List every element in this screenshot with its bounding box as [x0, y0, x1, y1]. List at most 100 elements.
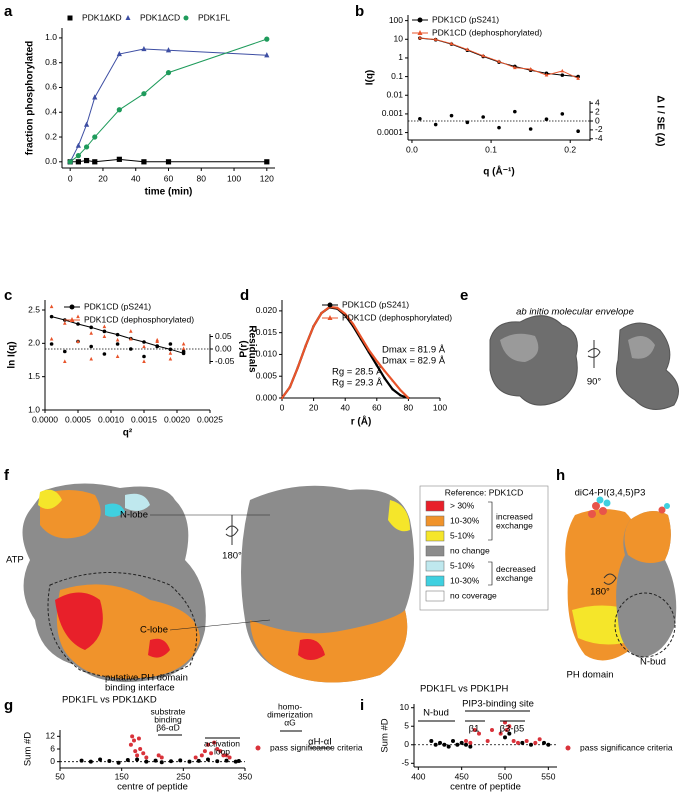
legend-label: 5-10%	[450, 560, 475, 570]
y-tick-label: 0.010	[256, 349, 278, 359]
x-tick-label: 0.0000	[32, 414, 58, 424]
data-point	[399, 394, 402, 397]
legend-swatch	[425, 545, 445, 557]
annotation: β1	[469, 724, 480, 735]
legend: Reference: PDK1CD > 30% 10-30% 5-10% no cha…	[419, 485, 549, 611]
x-tick-label: 80	[197, 173, 207, 183]
data-point	[92, 134, 98, 140]
ligand-atom	[588, 510, 596, 518]
legend-brace	[488, 561, 493, 586]
data-point	[116, 50, 122, 57]
data-point	[128, 742, 133, 747]
data-point	[156, 753, 161, 758]
y-tick-label: 10	[400, 702, 410, 712]
x-tick-label: 20	[309, 402, 319, 412]
y2-axis-label: Residuals	[246, 325, 257, 373]
data-point	[391, 388, 394, 391]
y2-tick-label: 0.05	[215, 331, 232, 341]
legend-label: no coverage	[450, 590, 497, 600]
data-point	[264, 159, 270, 165]
data-point	[513, 65, 517, 70]
data-point	[537, 737, 542, 742]
data-point	[429, 739, 434, 744]
ligand-label: diC4-PI(3,4,5)P3	[575, 488, 646, 499]
data-point	[153, 758, 158, 763]
ligand-atom	[592, 502, 600, 510]
x-tick-label: 120	[260, 173, 274, 183]
y-tick-label: 0.000	[256, 392, 278, 402]
data-point	[576, 76, 580, 80]
y2-tick-label: 2	[595, 106, 600, 116]
y-tick-label: 0.0	[45, 156, 57, 166]
data-point	[224, 758, 229, 763]
ligand-atom	[664, 503, 670, 509]
data-point	[49, 304, 54, 309]
data-point	[481, 53, 485, 58]
y-tick-label: 1.5	[28, 371, 40, 381]
y-axis-label: Sum #D	[380, 718, 391, 752]
x-tick-label: 100	[227, 173, 241, 183]
y-tick-label: 100	[389, 15, 403, 25]
data-point	[542, 740, 546, 745]
data-point	[89, 356, 93, 361]
rotation-arrow	[587, 348, 601, 358]
panel-label: e	[460, 287, 468, 304]
data-point	[485, 739, 490, 744]
series-line	[419, 37, 579, 79]
data-point	[503, 720, 507, 725]
panel-e: e ab initio molecular envelope 90°	[460, 287, 679, 410]
surface-patch	[148, 638, 170, 658]
data-point	[142, 344, 146, 349]
data-point	[142, 340, 146, 344]
data-point	[468, 740, 473, 745]
data-point	[102, 329, 107, 334]
legend-label: PDK1CD (dephosphorylated)	[432, 27, 542, 37]
data-point	[327, 302, 333, 308]
envelope-title: ab initio molecular envelope	[516, 307, 634, 318]
y-tick-label: 1.0	[28, 404, 40, 414]
annotation: N-bud	[423, 708, 449, 719]
annotation: PIP3-binding site	[462, 699, 534, 710]
panel-label: a	[4, 3, 13, 20]
panel-f: f 180° N-lobe ATP C-lobe putative PH dom…	[4, 467, 549, 694]
annotation: Dmax = 81.9 Å	[382, 345, 446, 356]
data-point	[215, 759, 220, 764]
legend-label: 10-30%	[450, 515, 480, 525]
annotation: dimerization	[267, 709, 313, 719]
data-point	[565, 745, 571, 751]
data-point	[533, 740, 538, 745]
data-point	[69, 317, 75, 322]
data-point	[511, 739, 516, 744]
surface-patch	[250, 610, 408, 683]
data-point	[155, 344, 159, 349]
region-label: PH domain	[567, 670, 614, 681]
x-tick-label: 0.1	[485, 144, 497, 154]
data-point	[79, 758, 84, 763]
legend-title: Reference: PDK1CD	[445, 487, 523, 497]
data-point	[115, 337, 120, 342]
interface-outline	[47, 572, 198, 680]
data-point	[465, 120, 470, 125]
ligand-atom	[596, 496, 604, 504]
panel-label: i	[360, 697, 364, 714]
y2-tick-label: -0.05	[215, 356, 235, 366]
data-point	[407, 396, 410, 399]
data-point	[507, 731, 512, 736]
data-point	[115, 332, 120, 337]
legend-label: PDK1FL	[198, 12, 230, 22]
y-tick-label: 0.01	[386, 90, 403, 100]
data-point	[168, 342, 173, 346]
data-point	[159, 755, 164, 760]
x-axis-label: r (Å)	[351, 415, 372, 428]
data-point	[193, 755, 198, 760]
annotation: substrate	[151, 706, 186, 716]
annotation: Rg = 29.3 Å	[332, 378, 383, 389]
data-point	[75, 142, 81, 148]
y-tick-label: 10	[394, 34, 404, 44]
data-point	[155, 339, 159, 343]
data-point	[351, 322, 355, 325]
data-point	[136, 736, 141, 741]
x-tick-label: 0	[280, 402, 285, 412]
data-point	[142, 354, 146, 359]
data-point	[88, 759, 93, 764]
